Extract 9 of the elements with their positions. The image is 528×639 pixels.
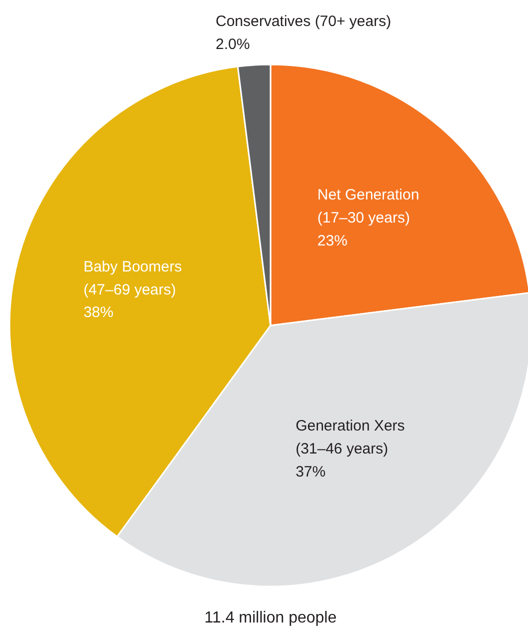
data-label: 23%: [317, 232, 348, 250]
data-label: 37%: [296, 464, 326, 481]
text: 11.4 million people: [204, 610, 337, 626]
slice-label: Net Generation (17–30 years): [317, 186, 420, 226]
slice-label: Baby Boomers (47–69 years): [83, 258, 182, 298]
data-label: 2.0%: [216, 36, 250, 54]
data-label: 38%: [83, 304, 114, 322]
slice-label: Generation Xers (31–46 years): [296, 418, 405, 458]
slice-label: Conservatives (70+ years): [216, 13, 392, 30]
